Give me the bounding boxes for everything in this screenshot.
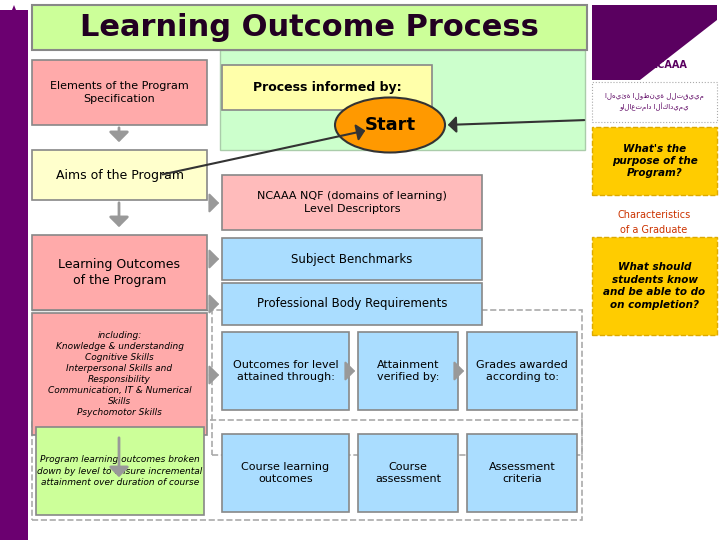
- FancyBboxPatch shape: [358, 332, 458, 410]
- Text: Grades awarded
according to:: Grades awarded according to:: [476, 360, 568, 382]
- Text: Start: Start: [364, 116, 415, 134]
- Text: Outcomes for level
attained through:: Outcomes for level attained through:: [233, 360, 338, 382]
- Text: Course learning
outcomes: Course learning outcomes: [241, 462, 330, 484]
- Text: What's the
purpose of the
Program?: What's the purpose of the Program?: [611, 144, 698, 178]
- Polygon shape: [640, 20, 717, 80]
- Text: الهيئة الوطنية للتقييم
والاعتماد الأكاديمي: الهيئة الوطنية للتقييم والاعتماد الأكادي…: [605, 93, 703, 111]
- Text: Learning Outcome Process: Learning Outcome Process: [80, 13, 539, 42]
- Text: NCAAA NQF (domains of learning)
Level Descriptors: NCAAA NQF (domains of learning) Level De…: [257, 191, 447, 214]
- Text: Learning Outcomes
of the Program: Learning Outcomes of the Program: [58, 258, 181, 287]
- Text: Attainment
verified by:: Attainment verified by:: [377, 360, 439, 382]
- Text: Elements of the Program
Specification: Elements of the Program Specification: [50, 82, 189, 104]
- Polygon shape: [0, 5, 28, 40]
- FancyBboxPatch shape: [222, 65, 432, 110]
- FancyBboxPatch shape: [32, 313, 207, 435]
- Text: NCAAA: NCAAA: [649, 60, 687, 70]
- FancyBboxPatch shape: [222, 332, 349, 410]
- FancyBboxPatch shape: [592, 237, 717, 335]
- FancyBboxPatch shape: [32, 150, 207, 200]
- FancyBboxPatch shape: [222, 434, 349, 512]
- FancyBboxPatch shape: [592, 127, 717, 195]
- Text: Subject Benchmarks: Subject Benchmarks: [292, 253, 413, 266]
- Polygon shape: [0, 0, 28, 10]
- FancyBboxPatch shape: [592, 82, 717, 122]
- Text: Program learning outcomes broken
down by level to ensure incremental
attainment : Program learning outcomes broken down by…: [37, 455, 202, 487]
- Text: Process informed by:: Process informed by:: [253, 81, 401, 94]
- FancyBboxPatch shape: [36, 427, 204, 515]
- FancyBboxPatch shape: [222, 175, 482, 230]
- Text: Assessment
criteria: Assessment criteria: [489, 462, 555, 484]
- Text: Professional Body Requirements: Professional Body Requirements: [257, 298, 447, 310]
- Ellipse shape: [335, 98, 445, 152]
- FancyBboxPatch shape: [358, 434, 458, 512]
- Text: Aims of the Program: Aims of the Program: [55, 168, 184, 181]
- Polygon shape: [0, 0, 28, 540]
- FancyBboxPatch shape: [32, 5, 587, 50]
- FancyBboxPatch shape: [222, 238, 482, 280]
- Text: of a Graduate: of a Graduate: [621, 225, 688, 235]
- FancyBboxPatch shape: [467, 332, 577, 410]
- FancyBboxPatch shape: [467, 434, 577, 512]
- FancyBboxPatch shape: [592, 5, 717, 80]
- FancyBboxPatch shape: [32, 235, 207, 310]
- Text: including:
Knowledge & understanding
Cognitive Skills
Interpersonal Skills and
R: including: Knowledge & understanding Cog…: [48, 330, 192, 417]
- FancyBboxPatch shape: [32, 60, 207, 125]
- FancyBboxPatch shape: [220, 50, 585, 150]
- Text: What should
students know
and be able to do
on completion?: What should students know and be able to…: [603, 262, 706, 309]
- FancyBboxPatch shape: [222, 283, 482, 325]
- Text: Course
assessment: Course assessment: [375, 462, 441, 484]
- Text: Characteristics: Characteristics: [617, 210, 690, 220]
